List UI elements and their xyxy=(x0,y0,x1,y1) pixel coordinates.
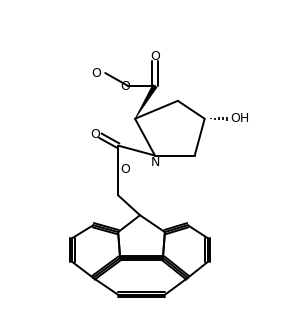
Text: N: N xyxy=(150,156,160,169)
Text: O: O xyxy=(91,67,101,79)
Text: OH: OH xyxy=(230,112,249,125)
Text: O: O xyxy=(90,128,100,141)
Text: O: O xyxy=(120,80,130,93)
Text: O: O xyxy=(150,50,160,63)
Text: O: O xyxy=(120,163,130,176)
Polygon shape xyxy=(135,85,157,119)
